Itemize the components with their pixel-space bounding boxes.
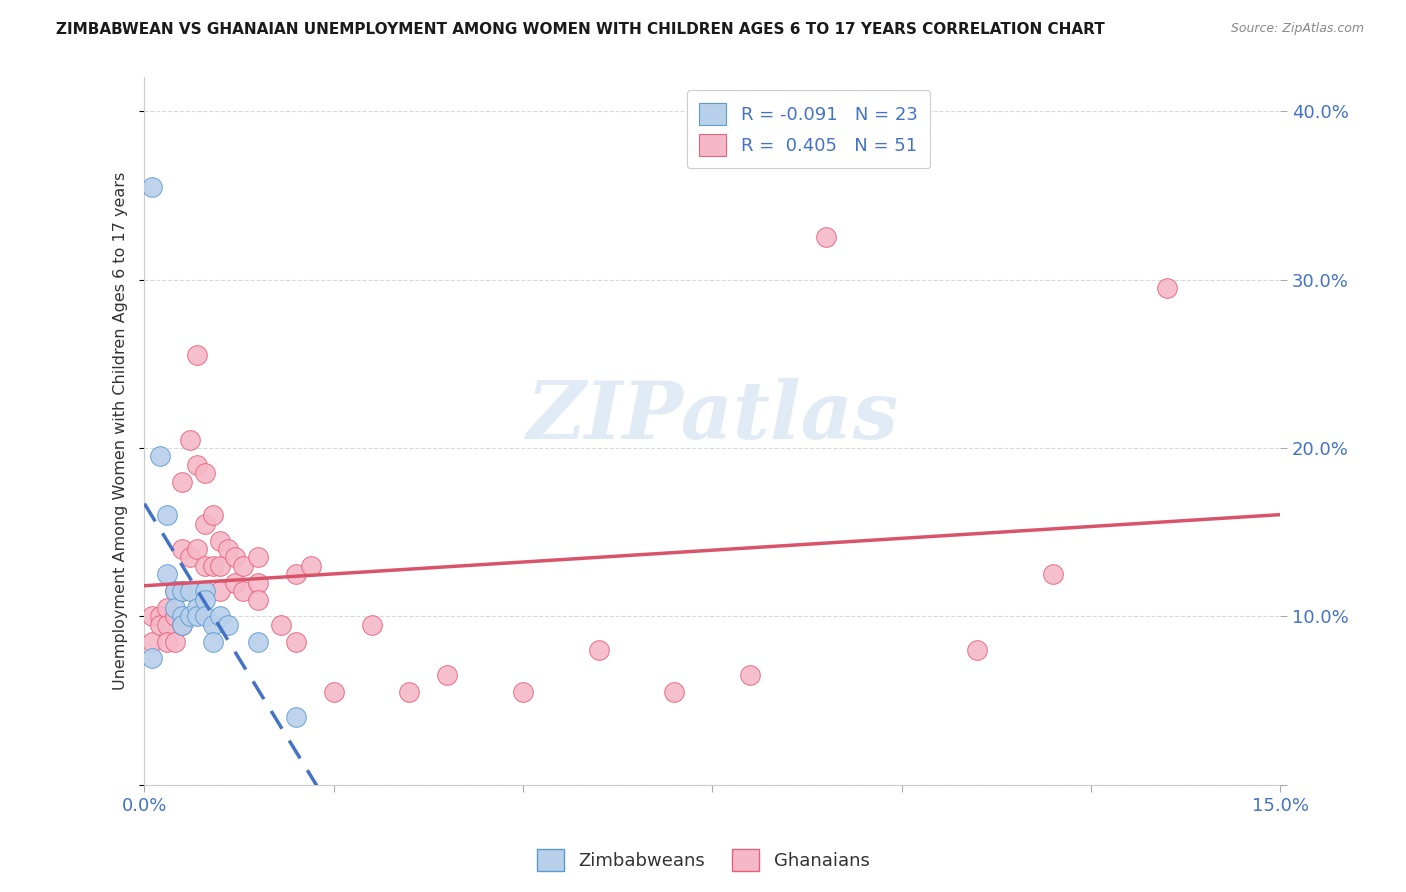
Point bbox=[156, 567, 179, 582]
Point bbox=[141, 609, 163, 624]
Point bbox=[232, 584, 254, 599]
Point bbox=[224, 550, 246, 565]
Point bbox=[148, 450, 170, 464]
Point bbox=[156, 634, 179, 648]
Point bbox=[299, 558, 322, 573]
Legend: Zimbabweans, Ghanaians: Zimbabweans, Ghanaians bbox=[530, 842, 876, 879]
Point bbox=[664, 685, 686, 699]
Point bbox=[172, 609, 194, 624]
Point bbox=[360, 617, 382, 632]
Point bbox=[284, 634, 307, 648]
Point bbox=[186, 609, 208, 624]
Point bbox=[284, 567, 307, 582]
Point bbox=[172, 617, 194, 632]
Point bbox=[284, 710, 307, 724]
Point bbox=[141, 651, 163, 665]
Point bbox=[246, 634, 269, 648]
Text: ZIMBABWEAN VS GHANAIAN UNEMPLOYMENT AMONG WOMEN WITH CHILDREN AGES 6 TO 17 YEARS: ZIMBABWEAN VS GHANAIAN UNEMPLOYMENT AMON… bbox=[56, 22, 1105, 37]
Point bbox=[1042, 567, 1064, 582]
Point bbox=[966, 643, 988, 657]
Point bbox=[209, 609, 232, 624]
Point bbox=[246, 550, 269, 565]
Point bbox=[194, 584, 217, 599]
Point bbox=[740, 668, 762, 682]
Point bbox=[217, 617, 239, 632]
Point bbox=[179, 433, 201, 447]
Point bbox=[163, 584, 186, 599]
Point bbox=[172, 584, 194, 599]
Point bbox=[163, 609, 186, 624]
Point bbox=[186, 348, 208, 362]
Point bbox=[156, 601, 179, 615]
Point bbox=[209, 533, 232, 548]
Point bbox=[163, 601, 186, 615]
Point bbox=[209, 558, 232, 573]
Point bbox=[201, 558, 224, 573]
Point bbox=[246, 575, 269, 590]
Point bbox=[322, 685, 344, 699]
Point bbox=[148, 609, 170, 624]
Point bbox=[172, 617, 194, 632]
Point bbox=[194, 558, 217, 573]
Point bbox=[179, 584, 201, 599]
Point bbox=[141, 180, 163, 194]
Text: ZIPatlas: ZIPatlas bbox=[526, 378, 898, 456]
Point bbox=[172, 584, 194, 599]
Point bbox=[436, 668, 458, 682]
Point bbox=[186, 458, 208, 472]
Point bbox=[194, 609, 217, 624]
Point bbox=[172, 475, 194, 489]
Point bbox=[209, 584, 232, 599]
Point bbox=[179, 550, 201, 565]
Point bbox=[246, 592, 269, 607]
Point bbox=[398, 685, 420, 699]
Point bbox=[194, 516, 217, 531]
Point bbox=[194, 592, 217, 607]
Point bbox=[201, 508, 224, 523]
Point bbox=[224, 575, 246, 590]
Point bbox=[163, 584, 186, 599]
Point bbox=[217, 541, 239, 556]
Point bbox=[814, 230, 837, 244]
Point bbox=[1156, 281, 1178, 295]
Point bbox=[141, 634, 163, 648]
Legend: R = -0.091   N = 23, R =  0.405   N = 51: R = -0.091 N = 23, R = 0.405 N = 51 bbox=[686, 90, 931, 169]
Point bbox=[186, 541, 208, 556]
Point bbox=[194, 466, 217, 480]
Point bbox=[512, 685, 534, 699]
Point bbox=[179, 609, 201, 624]
Point bbox=[201, 634, 224, 648]
Point bbox=[156, 617, 179, 632]
Point bbox=[201, 617, 224, 632]
Point bbox=[156, 508, 179, 523]
Y-axis label: Unemployment Among Women with Children Ages 6 to 17 years: Unemployment Among Women with Children A… bbox=[114, 172, 128, 690]
Point bbox=[172, 541, 194, 556]
Point bbox=[270, 617, 292, 632]
Point bbox=[163, 634, 186, 648]
Point bbox=[148, 617, 170, 632]
Text: Source: ZipAtlas.com: Source: ZipAtlas.com bbox=[1230, 22, 1364, 36]
Point bbox=[588, 643, 610, 657]
Point bbox=[232, 558, 254, 573]
Point bbox=[186, 601, 208, 615]
